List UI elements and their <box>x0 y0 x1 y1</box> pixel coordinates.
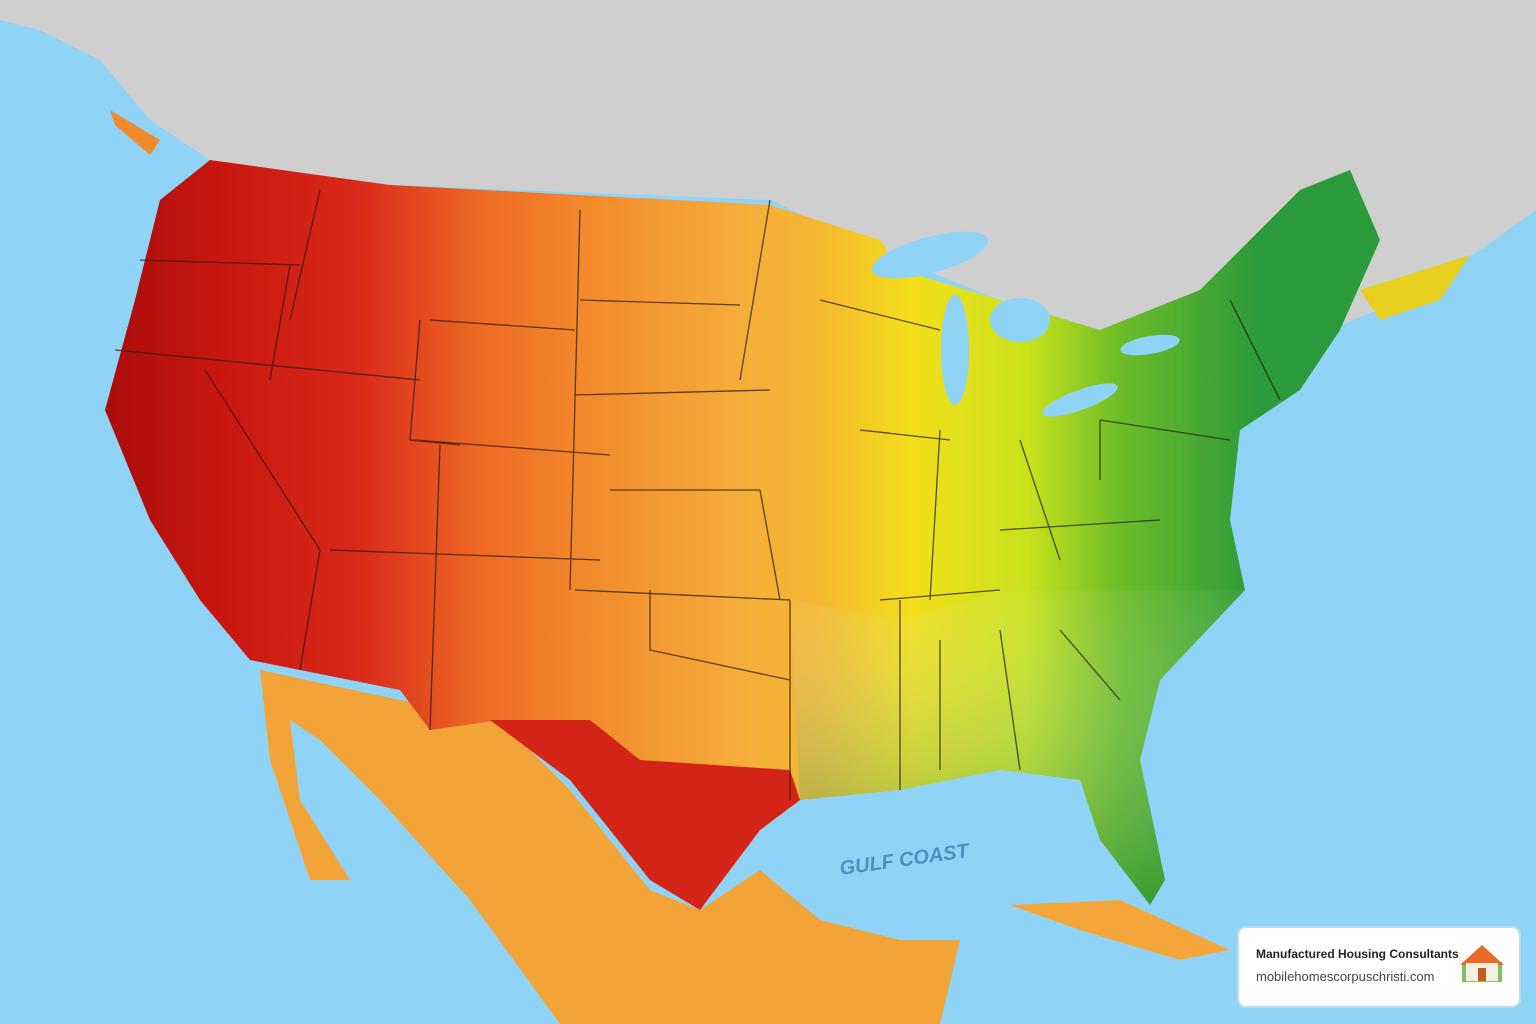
canada <box>0 0 1536 330</box>
house-icon <box>1460 945 1504 982</box>
state-lines <box>114 189 1281 800</box>
mexico <box>260 670 960 1024</box>
badge-url: mobilehomescorpuschristi.com <box>1256 969 1434 984</box>
badge-box <box>1237 926 1521 1008</box>
lake-huron <box>990 298 1050 342</box>
lake-michigan <box>941 295 969 405</box>
badge: Manufactured Housing Consultants mobileh… <box>1237 926 1521 1008</box>
lake-erie <box>1042 383 1118 417</box>
badge-title: Manufactured Housing Consultants <box>1256 947 1459 961</box>
texas-south <box>490 720 800 910</box>
lake-ontario <box>1120 334 1180 356</box>
vancouver-island <box>110 110 160 155</box>
southeast-shade <box>790 590 1245 905</box>
great-lakes <box>871 231 1180 417</box>
cuba <box>1010 900 1230 960</box>
nova-scotia <box>1360 255 1470 320</box>
lake-superior <box>871 231 989 279</box>
